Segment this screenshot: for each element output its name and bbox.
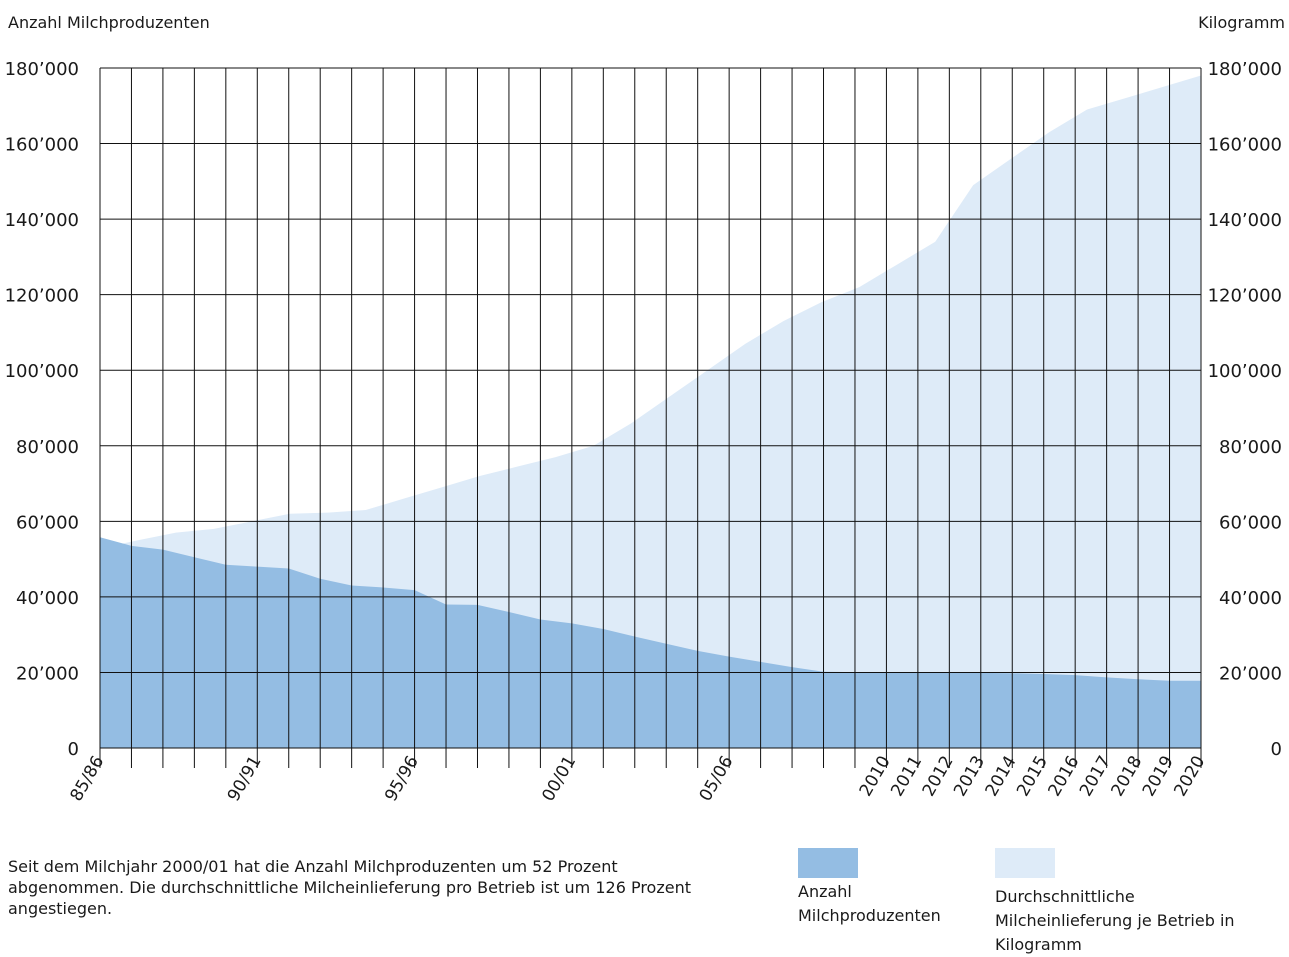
y-tick-label-right: 20’000 xyxy=(1219,663,1282,684)
y-tick-label-left: 100’000 xyxy=(5,361,79,382)
y-tick-label-right: 180’000 xyxy=(1208,59,1282,80)
x-tick-label: 2011 xyxy=(887,753,926,800)
y-tick-label-left: 60’000 xyxy=(16,512,79,533)
x-tick-label: 2010 xyxy=(856,753,895,800)
x-tick-label: 2016 xyxy=(1045,753,1084,800)
y-tick-label-right: 100’000 xyxy=(1208,361,1282,382)
y-axis-title-right: Kilogramm xyxy=(1198,13,1285,32)
x-tick-label: 90/91 xyxy=(224,753,266,805)
x-tick-label: 2012 xyxy=(919,753,958,800)
chart: 0 20’000 40’000 60’000 80’000 100’000 120’000 1… xyxy=(5,59,1282,805)
legend-swatch-delivery xyxy=(995,848,1055,878)
x-tick-label: 2020 xyxy=(1170,753,1209,800)
y-tick-label-left: 80’000 xyxy=(16,437,79,458)
y-tick-label-right: 0 xyxy=(1271,739,1282,760)
legend-swatch-producers xyxy=(798,848,858,878)
area-series-1 xyxy=(100,537,1201,748)
x-tick-label: 2014 xyxy=(982,752,1021,799)
x-tick-label: 2013 xyxy=(950,753,989,800)
legend-label-delivery: Durchschnittliche Milcheinlieferung je B… xyxy=(995,887,1235,954)
x-tick-label: 2019 xyxy=(1139,753,1178,800)
y-tick-label-left: 20’000 xyxy=(16,663,79,684)
legend-label-producers: Anzahl Milchproduzenten xyxy=(798,882,941,925)
chart-note: Seit dem Milchjahr 2000/01 hat die Anzah… xyxy=(8,857,691,918)
y-tick-label-left: 40’000 xyxy=(16,588,79,609)
y-tick-label-left: 120’000 xyxy=(5,286,79,307)
x-tick-label: 2018 xyxy=(1107,753,1146,800)
x-tick-label: 95/96 xyxy=(381,753,423,805)
x-tick-label: 85/86 xyxy=(67,753,109,805)
y-tick-label-left: 140’000 xyxy=(5,210,79,231)
x-tick-label: 00/01 xyxy=(538,753,580,805)
y-tick-label-left: 160’000 xyxy=(5,135,79,156)
y-tick-label-right: 40’000 xyxy=(1219,588,1282,609)
y-tick-label-left: 0 xyxy=(68,739,79,760)
y-tick-label-right: 80’000 xyxy=(1219,437,1282,458)
y-tick-label-right: 160’000 xyxy=(1208,135,1282,156)
y-tick-label-left: 180’000 xyxy=(5,59,79,80)
area-series-0 xyxy=(100,75,1201,748)
y-tick-label-right: 60’000 xyxy=(1219,512,1282,533)
y-tick-label-right: 120’000 xyxy=(1208,286,1282,307)
x-tick-label: 2015 xyxy=(1013,753,1052,800)
y-axis-title-left: Anzahl Milchproduzenten xyxy=(8,13,210,32)
y-tick-label-right: 140’000 xyxy=(1208,210,1282,231)
x-tick-label: 2017 xyxy=(1076,753,1115,800)
x-tick-label: 05/06 xyxy=(696,753,738,805)
